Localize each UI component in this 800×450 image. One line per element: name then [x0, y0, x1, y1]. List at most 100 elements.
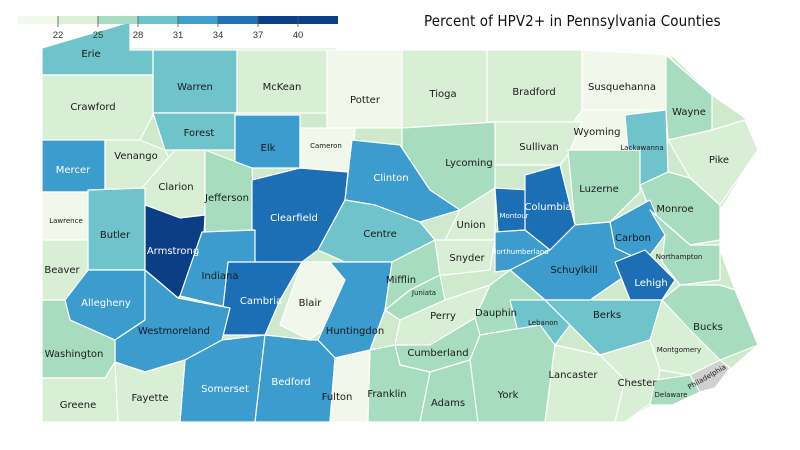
county-label: Tioga — [428, 89, 456, 100]
county-fulton[interactable] — [329, 349, 371, 423]
county-label: Dauphin — [475, 308, 517, 319]
legend-tick-label: 40 — [293, 30, 304, 41]
county-label: Lebanon — [528, 319, 558, 327]
county-label: Union — [457, 220, 486, 231]
county-label: Northampton — [656, 253, 703, 261]
legend-bin — [138, 16, 178, 24]
county-label: Lawrence — [49, 217, 83, 225]
county-delaware[interactable] — [649, 374, 701, 406]
legend-bin — [98, 16, 138, 24]
county-label: Elk — [261, 143, 276, 154]
county-york[interactable] — [469, 324, 556, 423]
county-label: Susquehanna — [588, 82, 656, 93]
county-label: Forest — [184, 128, 215, 139]
county-label: Crawford — [70, 102, 115, 113]
county-label: Carbon — [615, 233, 651, 244]
legend-tick-label: 22 — [53, 30, 64, 41]
county-label: Lackawanna — [620, 144, 663, 152]
county-label: Chester — [618, 378, 658, 389]
county-label: Butler — [100, 230, 131, 241]
county-crawford[interactable] — [41, 74, 154, 141]
county-label: Lehigh — [634, 278, 667, 289]
county-label: Delaware — [655, 391, 688, 399]
county-label: Venango — [114, 151, 158, 162]
county-label: Somerset — [201, 384, 249, 395]
county-label: Potter — [350, 95, 381, 106]
county-bradford[interactable] — [486, 49, 583, 123]
county-label: Indiana — [201, 271, 238, 282]
county-label: Clearfield — [270, 213, 318, 224]
county-label: Allegheny — [81, 298, 131, 309]
county-susquehanna[interactable] — [581, 49, 673, 111]
county-label: Northumberland — [491, 248, 549, 256]
county-label: Washington — [45, 349, 104, 360]
county-label: Beaver — [44, 265, 80, 276]
county-label: Perry — [430, 311, 456, 322]
county-label: Warren — [177, 82, 213, 93]
county-label: Franklin — [367, 389, 406, 400]
county-label: Lancaster — [548, 370, 598, 381]
county-label: Clinton — [373, 173, 408, 184]
county-label: Clarion — [158, 182, 193, 193]
county-label: Cumberland — [407, 348, 468, 359]
county-label: Lycoming — [445, 158, 492, 169]
county-label: Wayne — [672, 107, 706, 118]
legend-bin — [18, 16, 58, 24]
county-label: Bedford — [271, 377, 310, 388]
county-labels: Erie Warren McKean Potter Tioga Bradford… — [44, 49, 729, 411]
county-label: Erie — [81, 49, 100, 60]
map-title: Percent of HPV2+ in Pennsylvania Countie… — [424, 12, 721, 30]
county-label: Bradford — [512, 87, 555, 98]
county-potter[interactable] — [326, 49, 403, 129]
county-label: Greene — [60, 400, 96, 411]
county-label: Fulton — [322, 392, 353, 403]
county-label: Montour — [499, 212, 528, 220]
county-label: Columbia — [524, 202, 571, 213]
county-label: Jefferson — [204, 193, 249, 204]
county-label: Cameron — [310, 142, 342, 150]
legend-bin — [58, 16, 98, 24]
county-label: Berks — [593, 310, 621, 321]
county-luzerne[interactable] — [567, 149, 641, 226]
county-label: Juniata — [411, 289, 436, 297]
county-label: York — [497, 390, 519, 401]
legend-tick-label: 25 — [93, 30, 104, 41]
county-label: Fayette — [131, 393, 168, 404]
county-elk[interactable] — [234, 114, 301, 169]
county-label: Huntingdon — [326, 326, 384, 337]
county-label: Mifflin — [386, 275, 416, 286]
county-label: Centre — [363, 229, 396, 240]
county-label: Bucks — [693, 322, 723, 333]
county-label: Pike — [709, 155, 729, 166]
legend-tick-label: 31 — [173, 30, 184, 41]
county-cameron[interactable] — [299, 127, 356, 173]
legend-tick-label: 34 — [213, 30, 224, 41]
county-label: Blair — [299, 298, 323, 309]
county-label: Monroe — [656, 204, 693, 215]
county-chester[interactable] — [599, 339, 661, 423]
county-butler[interactable] — [87, 187, 146, 271]
county-label: Westmoreland — [138, 326, 210, 337]
county-northampton[interactable] — [649, 209, 721, 286]
county-label: Armstrong — [147, 246, 199, 257]
county-fayette[interactable] — [114, 359, 186, 423]
county-juniata[interactable] — [384, 274, 446, 321]
county-label: McKean — [263, 82, 302, 93]
county-label: Adams — [431, 398, 465, 409]
county-philadelphia[interactable] — [689, 359, 731, 393]
county-label: Montgomery — [657, 346, 701, 354]
legend-bin — [218, 16, 258, 24]
county-label: Snyder — [449, 253, 485, 264]
county-lehigh[interactable] — [614, 249, 676, 301]
county-label: Schuylkill — [550, 265, 597, 276]
legend-tick-label: 28 — [133, 30, 144, 41]
county-lawrence[interactable] — [41, 191, 89, 241]
county-label: Sullivan — [519, 142, 558, 153]
legend-bin — [178, 16, 218, 24]
county-snyder[interactable] — [434, 239, 496, 276]
legend-tick-label: 37 — [253, 30, 264, 41]
county-wayne[interactable] — [665, 54, 713, 141]
legend: 22 25 28 31 34 37 40 — [18, 16, 338, 41]
county-label: Mercer — [56, 165, 91, 176]
